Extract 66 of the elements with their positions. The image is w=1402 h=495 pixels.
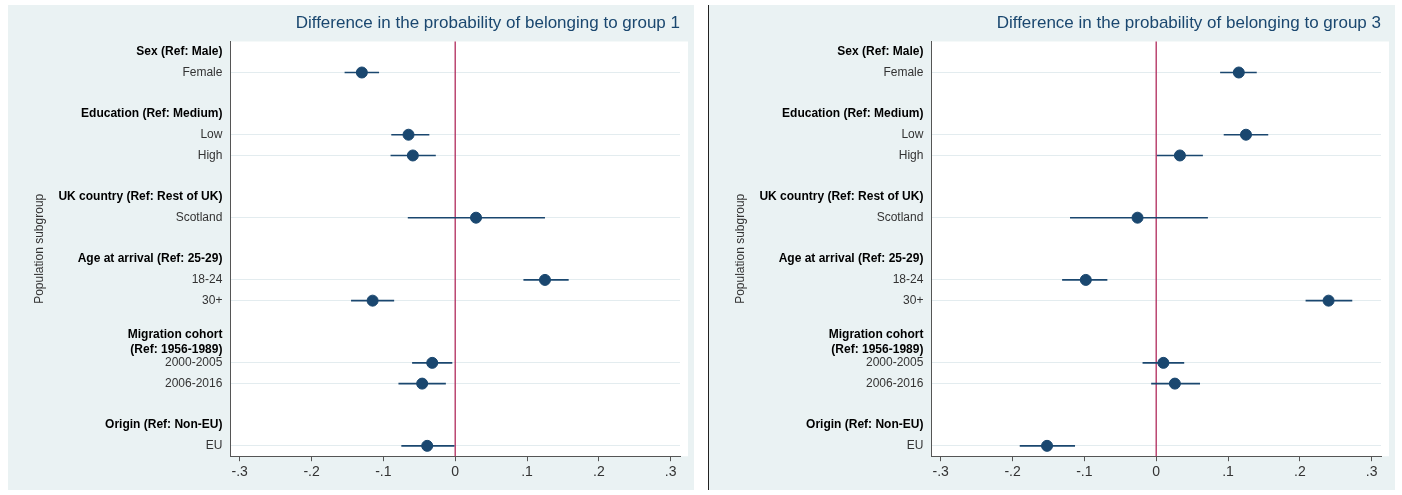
point <box>470 211 483 224</box>
y-axis-title: Population subgroup <box>732 193 747 304</box>
y-tick-label: 2000-2005 <box>866 355 924 370</box>
y-tick-label: EU <box>906 438 924 453</box>
x-tick-label: .1 <box>521 463 534 480</box>
x-tick-label: -.3 <box>231 463 249 480</box>
x-tick-label: .1 <box>1222 463 1235 480</box>
x-tick-label: .3 <box>1365 463 1378 480</box>
y-tick-label: UK country (Ref: Rest of UK) <box>759 189 924 204</box>
y-tick-label: Scotland <box>876 210 924 224</box>
point <box>538 273 551 286</box>
x-tick-label: -.1 <box>375 463 392 480</box>
x-tick-label: 0 <box>451 463 460 480</box>
y-tick-label: High <box>898 147 924 162</box>
y-tick-label: Female <box>883 64 924 79</box>
y-tick-label: Education (Ref: Medium) <box>81 106 223 121</box>
x-tick-label: -.3 <box>932 463 950 480</box>
y-tick-label: EU <box>205 438 223 453</box>
y-tick-label: Female <box>182 64 223 79</box>
point <box>1322 294 1335 307</box>
y-tick-label: UK country (Ref: Rest of UK) <box>58 189 223 204</box>
point <box>1168 377 1181 390</box>
point <box>1079 273 1092 286</box>
y-tick-label: Low <box>200 127 223 142</box>
y-tick-label: Low <box>901 127 924 142</box>
chart-title: Difference in the probability of belonging to group 3 <box>996 12 1381 32</box>
y-tick-label: 2000-2005 <box>165 355 223 370</box>
y-tick-label: High <box>197 147 223 162</box>
point <box>406 149 419 162</box>
y-tick-label: 18-24 <box>191 272 223 287</box>
point <box>1157 356 1170 369</box>
point <box>1239 128 1252 141</box>
x-tick-label: -.1 <box>1076 463 1093 480</box>
y-tick-label: Migration cohort (Ref: 1956-1989) <box>127 327 223 356</box>
y-tick-label: 30+ <box>202 292 223 307</box>
point <box>1041 439 1054 452</box>
point <box>416 377 429 390</box>
x-tick-label: .3 <box>664 463 677 480</box>
y-tick-label: 2006-2016 <box>866 375 924 390</box>
point <box>355 66 368 79</box>
x-tick-label: -.2 <box>1004 463 1021 480</box>
x-tick-label: .2 <box>1294 463 1306 480</box>
y-axis-title: Population subgroup <box>31 193 46 304</box>
point <box>1131 211 1144 224</box>
y-tick-label: Migration cohort (Ref: 1956-1989) <box>828 327 924 356</box>
point <box>366 294 379 307</box>
y-tick-label: 30+ <box>903 292 924 307</box>
point <box>402 128 415 141</box>
chart-title: Difference in the probability of belonging to group 1 <box>295 12 680 32</box>
point <box>426 356 439 369</box>
y-tick-label: Age at arrival (Ref: 25-29) <box>77 251 223 266</box>
y-tick-label: Sex (Ref: Male) <box>136 44 223 59</box>
y-tick-label: 2006-2016 <box>165 375 223 390</box>
y-tick-label: Age at arrival (Ref: 25-29) <box>778 251 924 266</box>
y-tick-label: Education (Ref: Medium) <box>782 106 924 121</box>
x-tick-label: 0 <box>1152 463 1161 480</box>
y-tick-label: 18-24 <box>892 272 924 287</box>
point <box>1173 149 1186 162</box>
point <box>1232 66 1245 79</box>
y-tick-label: Scotland <box>175 210 223 224</box>
y-tick-label: Sex (Ref: Male) <box>837 44 924 59</box>
x-tick-label: -.2 <box>303 463 320 480</box>
point <box>421 439 434 452</box>
y-tick-label: Origin (Ref: Non-EU) <box>105 417 223 432</box>
x-tick-label: .2 <box>593 463 605 480</box>
y-tick-label: Origin (Ref: Non-EU) <box>806 417 924 432</box>
